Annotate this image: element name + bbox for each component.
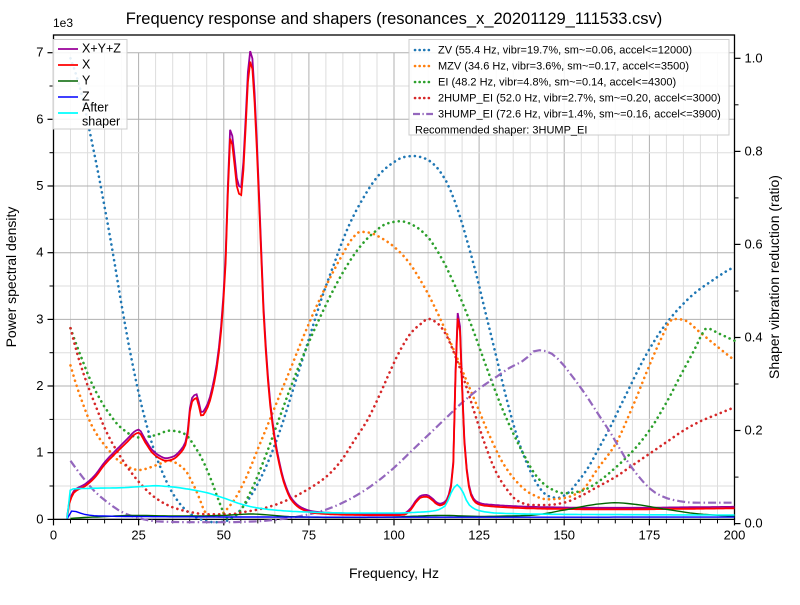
svg-text:Recommended shaper: 3HUMP_EI: Recommended shaper: 3HUMP_EI (415, 125, 587, 137)
svg-text:X+Y+Z: X+Y+Z (82, 42, 121, 56)
svg-text:Shaper vibration reduction (ra: Shaper vibration reduction (ratio) (766, 175, 782, 379)
svg-text:175: 175 (639, 527, 661, 542)
svg-text:1.0: 1.0 (745, 50, 763, 65)
svg-text:0.0: 0.0 (745, 516, 763, 531)
svg-text:MZV (34.6 Hz, vibr=3.6%, sm~=0: MZV (34.6 Hz, vibr=3.6%, sm~=0.17, accel… (438, 61, 689, 73)
svg-text:2HUMP_EI (52.0 Hz, vibr=2.7%,: 2HUMP_EI (52.0 Hz, vibr=2.7%, sm~=0.20, … (438, 93, 721, 105)
svg-text:shaper: shaper (82, 115, 120, 129)
svg-text:ZV (55.4 Hz, vibr=19.7%, sm~=0: ZV (55.4 Hz, vibr=19.7%, sm~=0.06, accel… (438, 45, 692, 57)
svg-text:1: 1 (36, 445, 43, 460)
svg-text:Frequency, Hz: Frequency, Hz (349, 565, 439, 581)
svg-text:125: 125 (468, 527, 490, 542)
svg-text:100: 100 (383, 527, 405, 542)
svg-text:0.4: 0.4 (745, 330, 763, 345)
svg-text:0: 0 (50, 527, 57, 542)
svg-text:Power spectral density: Power spectral density (3, 207, 19, 348)
svg-text:2: 2 (36, 378, 43, 393)
svg-text:6: 6 (36, 111, 43, 126)
svg-text:3HUMP_EI (72.6 Hz, vibr=1.4%,: 3HUMP_EI (72.6 Hz, vibr=1.4%, sm~=0.16, … (438, 109, 721, 121)
svg-text:25: 25 (131, 527, 145, 542)
svg-text:0.6: 0.6 (745, 236, 763, 251)
svg-text:0.8: 0.8 (745, 143, 763, 158)
svg-text:5: 5 (36, 178, 43, 193)
svg-text:1e3: 1e3 (53, 16, 73, 30)
svg-text:EI (48.2 Hz, vibr=4.8%, sm~=0.: EI (48.2 Hz, vibr=4.8%, sm~=0.14, accel<… (438, 77, 676, 89)
svg-text:200: 200 (724, 527, 746, 542)
svg-text:0: 0 (36, 511, 43, 526)
svg-text:50: 50 (217, 527, 231, 542)
svg-text:7: 7 (36, 45, 43, 60)
svg-text:Y: Y (82, 74, 91, 88)
svg-text:4: 4 (36, 245, 43, 260)
svg-text:After: After (82, 101, 108, 115)
svg-text:3: 3 (36, 311, 43, 326)
svg-text:150: 150 (553, 527, 575, 542)
svg-text:75: 75 (302, 527, 316, 542)
svg-text:Frequency response and shapers: Frequency response and shapers (resonanc… (126, 10, 663, 28)
svg-text:X: X (82, 58, 91, 72)
svg-text:0.2: 0.2 (745, 423, 763, 438)
